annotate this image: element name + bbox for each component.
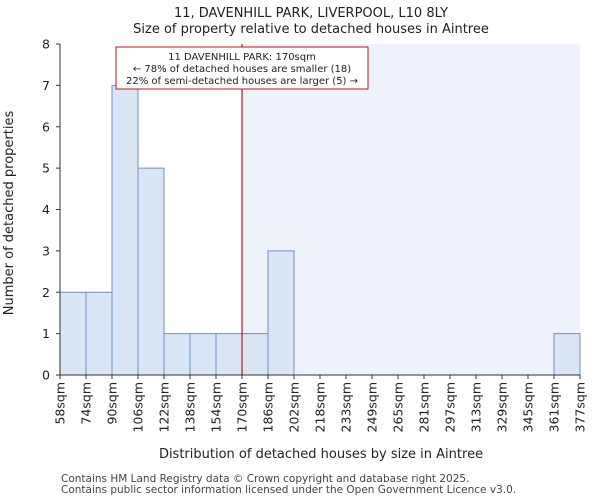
chart-title: 11, DAVENHILL PARK, LIVERPOOL, L10 8LY bbox=[174, 6, 448, 21]
x-tick-label: 106sqm bbox=[131, 382, 146, 432]
y-tick-label: 6 bbox=[42, 119, 50, 134]
x-tick-label: 249sqm bbox=[365, 382, 380, 432]
bar-170sqm bbox=[241, 333, 269, 376]
y-tick-label: 2 bbox=[42, 285, 50, 300]
annotation-line-1: 11 DAVENHILL PARK: 170sqm bbox=[168, 52, 316, 63]
y-tick-label: 4 bbox=[42, 202, 50, 217]
x-tick-label: 313sqm bbox=[469, 382, 484, 432]
x-tick-label: 202sqm bbox=[287, 382, 302, 432]
bar-138sqm bbox=[189, 333, 217, 376]
x-tick-label: 170sqm bbox=[235, 382, 250, 432]
chart-subtitle: Size of property relative to detached ho… bbox=[133, 22, 489, 37]
bar-106sqm bbox=[137, 167, 165, 376]
y-tick-label: 3 bbox=[42, 243, 50, 258]
x-tick-label: 377sqm bbox=[573, 382, 588, 432]
bar-122sqm bbox=[163, 333, 191, 376]
bar-74sqm bbox=[85, 291, 113, 376]
annotation-line-2: ← 78% of detached houses are smaller (18… bbox=[133, 64, 351, 75]
annotation-line-3: 22% of semi-detached houses are larger (… bbox=[126, 76, 358, 87]
y-tick-label: 0 bbox=[42, 368, 50, 383]
x-tick-label: 265sqm bbox=[391, 382, 406, 432]
y-tick-label: 7 bbox=[42, 78, 50, 93]
x-tick-label: 345sqm bbox=[521, 382, 536, 432]
footer-line-2: Contains public sector information licen… bbox=[61, 484, 517, 496]
x-tick-label: 281sqm bbox=[417, 382, 432, 432]
x-tick-label: 58sqm bbox=[53, 382, 68, 425]
footer-line-1: Contains HM Land Registry data © Crown c… bbox=[61, 473, 470, 485]
x-tick-label: 233sqm bbox=[339, 382, 354, 432]
bar-154sqm bbox=[215, 333, 243, 376]
x-ticks-group: 58sqm 74sqm 90sqm 106sqm 122sqm 138sqm 154sqm 1… bbox=[53, 375, 588, 432]
x-tick-label: 329sqm bbox=[495, 382, 510, 432]
annotation-border bbox=[115, 46, 369, 90]
bar-186sqm bbox=[267, 250, 295, 376]
x-tick-label: 218sqm bbox=[313, 382, 328, 432]
y-ticks-group: 0 1 2 3 4 5 6 7 8 bbox=[42, 37, 60, 383]
y-tick-label: 5 bbox=[42, 161, 50, 176]
x-tick-label: 122sqm bbox=[157, 382, 172, 432]
annotation-box: 11 DAVENHILL PARK: 170sqm ← 78% of detac… bbox=[115, 46, 369, 90]
x-tick-label: 361sqm bbox=[547, 382, 562, 432]
x-tick-label: 186sqm bbox=[261, 382, 276, 432]
x-tick-label: 90sqm bbox=[105, 382, 120, 425]
x-tick-label: 138sqm bbox=[183, 382, 198, 432]
y-axis-label: Number of detached properties bbox=[2, 111, 17, 316]
y-tick-label: 1 bbox=[42, 326, 50, 341]
x-axis-label: Distribution of detached houses by size … bbox=[159, 447, 483, 462]
x-tick-label: 74sqm bbox=[79, 382, 94, 425]
bar-58sqm bbox=[59, 291, 87, 376]
y-tick-label: 8 bbox=[42, 37, 50, 52]
bar-361sqm bbox=[553, 333, 581, 376]
x-tick-label: 297sqm bbox=[443, 382, 458, 432]
bars-group bbox=[59, 84, 581, 376]
x-tick-label: 154sqm bbox=[209, 382, 224, 432]
bar-90sqm bbox=[111, 84, 139, 376]
highlight-region bbox=[242, 44, 580, 375]
